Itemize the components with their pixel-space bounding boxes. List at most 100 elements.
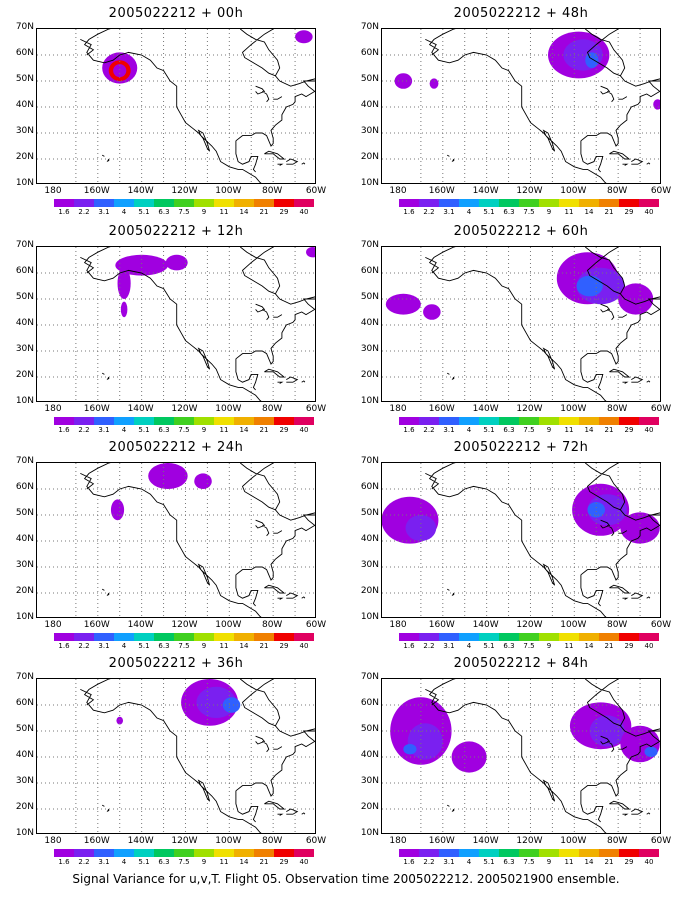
colorbar-swatch — [459, 417, 479, 425]
lat-tick-label: 50N — [360, 74, 379, 84]
colorbar-swatch — [194, 633, 214, 641]
variance-contour — [587, 502, 606, 518]
colorbar-label: 6.3 — [503, 858, 515, 866]
variance-contour — [587, 494, 627, 526]
colorbar-swatch — [519, 199, 539, 207]
colorbar-swatch — [274, 849, 294, 857]
colorbar-label: 4 — [121, 208, 127, 216]
colorbar-label: 1.6 — [403, 426, 415, 434]
colorbar — [54, 417, 314, 425]
colorbar-label: 3.1 — [98, 858, 110, 866]
variance-contour — [222, 697, 241, 713]
colorbar-swatch — [274, 199, 294, 207]
colorbar-label: 4 — [121, 426, 127, 434]
colorbar-swatch — [154, 849, 174, 857]
colorbar-swatch — [499, 849, 519, 857]
lat-tick-label: 60N — [15, 48, 34, 58]
colorbar-label: 3.1 — [98, 208, 110, 216]
lon-tick-label: 80W — [261, 186, 283, 196]
colorbar-label: 9 — [546, 642, 552, 650]
variance-contour — [451, 741, 487, 773]
colorbar-label: 11 — [564, 426, 574, 434]
lat-tick-label: 10N — [15, 828, 34, 838]
lat-tick-label: 70N — [360, 456, 379, 466]
colorbar-label: 7.5 — [178, 858, 190, 866]
colorbar-swatch — [234, 199, 254, 207]
colorbar-label: 21 — [259, 208, 269, 216]
lon-tick-label: 160W — [83, 620, 110, 630]
colorbar-label: 29 — [624, 208, 634, 216]
variance-contour — [117, 267, 131, 299]
colorbar-swatch — [94, 849, 114, 857]
colorbar-swatch — [294, 199, 314, 207]
lon-tick-label: 140W — [472, 404, 499, 414]
map-panel: 2005022212 + 72h 70N 60N 50N 40N 30N 20N 10N 180… — [361, 440, 692, 660]
lat-tick-label: 40N — [360, 318, 379, 328]
colorbar-swatch — [599, 849, 619, 857]
lon-tick-label: 100W — [560, 620, 587, 630]
colorbar-swatch — [114, 199, 134, 207]
map-panel: 2005022212 + 36h 70N 60N 50N 40N 30N 20N 10N 180… — [16, 656, 356, 876]
coastline — [80, 29, 315, 183]
lon-tick-label: 160W — [83, 186, 110, 196]
colorbar-label: 11 — [564, 858, 574, 866]
colorbar-label: 2.2 — [78, 642, 90, 650]
colorbar — [54, 633, 314, 641]
colorbar-label: 1.6 — [58, 426, 70, 434]
colorbar-label: 4 — [466, 858, 472, 866]
coastline — [425, 463, 660, 617]
colorbar-swatch — [479, 417, 499, 425]
colorbar-label: 2.2 — [78, 208, 90, 216]
colorbar-swatch — [174, 633, 194, 641]
colorbar-label: 21 — [604, 426, 614, 434]
colorbar-swatch — [639, 633, 659, 641]
colorbar — [54, 199, 314, 207]
colorbar-label: 9 — [201, 208, 207, 216]
variance-contour — [423, 304, 441, 320]
colorbar-label: 2.2 — [423, 858, 435, 866]
colorbar-swatch — [254, 199, 274, 207]
colorbar-swatch — [579, 199, 599, 207]
lat-tick-label: 40N — [15, 318, 34, 328]
lon-tick-label: 80W — [261, 620, 283, 630]
colorbar-label: 29 — [624, 642, 634, 650]
colorbar-swatch — [639, 417, 659, 425]
colorbar-label: 21 — [259, 858, 269, 866]
colorbar-swatch — [459, 849, 479, 857]
colorbar-label: 14 — [239, 426, 249, 434]
lat-tick-label: 30N — [360, 126, 379, 136]
colorbar-swatch — [459, 633, 479, 641]
colorbar-label: 11 — [564, 642, 574, 650]
colorbar-label: 9 — [546, 426, 552, 434]
lat-tick-label: 50N — [360, 724, 379, 734]
lon-tick-label: 60W — [650, 620, 672, 630]
lon-tick-label: 140W — [472, 836, 499, 846]
colorbar-swatch — [94, 633, 114, 641]
colorbar-swatch — [74, 633, 94, 641]
lat-tick-label: 20N — [15, 586, 34, 596]
colorbar-swatch — [419, 633, 439, 641]
colorbar-label: 7.5 — [178, 208, 190, 216]
colorbar-label: 1.6 — [58, 208, 70, 216]
colorbar-label: 21 — [604, 858, 614, 866]
lon-tick-label: 60W — [650, 404, 672, 414]
colorbar-swatch — [559, 849, 579, 857]
colorbar-label: 40 — [299, 858, 309, 866]
colorbar-swatch — [154, 633, 174, 641]
lon-tick-label: 180 — [389, 836, 407, 846]
lon-tick-label: 180 — [389, 186, 407, 196]
lon-tick-label: 140W — [127, 836, 154, 846]
colorbar-label: 29 — [624, 858, 634, 866]
colorbar-swatch — [114, 417, 134, 425]
colorbar-label: 9 — [546, 208, 552, 216]
lat-tick-label: 10N — [15, 396, 34, 406]
colorbar-label: 6.3 — [158, 858, 170, 866]
colorbar-swatch — [519, 849, 539, 857]
map-frame — [36, 246, 316, 402]
colorbar-label: 40 — [644, 426, 654, 434]
map-panel: 2005022212 + 60h 70N 60N 50N 40N 30N 20N 10N 180… — [361, 224, 692, 444]
lat-tick-label: 40N — [15, 750, 34, 760]
lon-tick-label: 120W — [516, 404, 543, 414]
colorbar-swatch — [399, 199, 419, 207]
colorbar-label: 9 — [546, 858, 552, 866]
